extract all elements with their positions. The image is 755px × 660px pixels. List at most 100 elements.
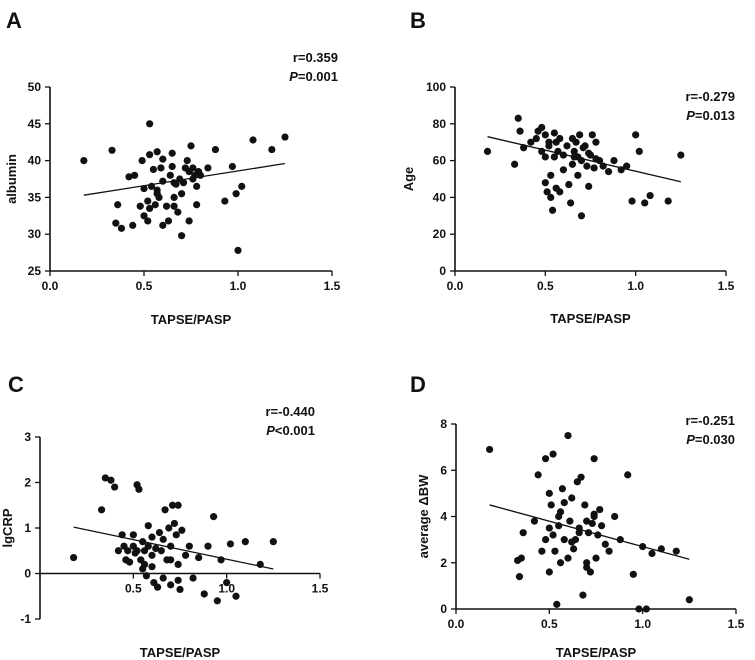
y-tick-label: 80 (433, 117, 447, 131)
data-point (550, 129, 558, 137)
data-point (556, 508, 565, 516)
data-point (623, 162, 631, 170)
data-point (185, 542, 193, 550)
x-tick-label: 1.0 (230, 279, 247, 293)
data-point (517, 554, 525, 562)
data-point (157, 547, 165, 555)
data-point (195, 553, 203, 562)
data-point (232, 190, 240, 198)
data-point (581, 142, 589, 150)
data-point (241, 538, 249, 546)
y-axis-title: average ΔBW (416, 474, 431, 558)
data-point (538, 147, 546, 155)
data-point (170, 193, 178, 201)
panel-d: D 0.0 0.5 1.0 1.5 0 2 4 6 8 TAPSE/PASP average ΔBW r… (410, 372, 745, 660)
data-point (549, 531, 557, 539)
p-label: P (266, 423, 275, 438)
data-point (159, 574, 167, 582)
data-point (152, 544, 160, 553)
data-point (564, 554, 572, 562)
data-point (545, 489, 553, 497)
y-tick-label: 60 (433, 154, 447, 168)
y-tick-label: 40 (433, 190, 447, 204)
data-point (572, 138, 580, 146)
data-point (125, 173, 133, 181)
data-point (129, 531, 137, 539)
data-point (545, 568, 553, 576)
data-point (556, 134, 564, 143)
data-point (217, 556, 225, 564)
data-point (117, 224, 126, 232)
p-value: P<0.001 (266, 423, 315, 438)
p-number: =0.001 (298, 69, 338, 84)
data-point (559, 166, 568, 174)
data-point (226, 540, 234, 548)
data-point (590, 164, 598, 172)
data-point (162, 202, 171, 210)
y-tick-label: 2 (440, 556, 447, 570)
data-point (183, 157, 191, 165)
data-point (172, 180, 180, 188)
p-number: =0.013 (695, 108, 735, 123)
y-tick-label: 3 (24, 430, 31, 444)
y-tick-label: 0 (440, 602, 447, 616)
data-point (519, 529, 527, 537)
x-tick-label: 1.0 (627, 279, 644, 293)
data-point (590, 455, 598, 463)
data-point (511, 160, 519, 168)
data-point (144, 522, 152, 530)
data-point (543, 188, 551, 196)
data-point (527, 138, 535, 146)
data-point (168, 501, 177, 509)
data-point (232, 592, 240, 600)
data-point (144, 197, 152, 205)
data-point (648, 549, 656, 558)
y-tick-label: 1 (24, 521, 31, 535)
data-point (541, 153, 549, 161)
data-point (101, 474, 109, 482)
data-point (547, 501, 555, 509)
y-tick-label: 2 (24, 476, 31, 490)
data-point (534, 471, 542, 479)
data-point (256, 560, 264, 569)
data-point (98, 506, 106, 514)
p-number: =0.030 (695, 432, 735, 447)
x-tick-label: 0.5 (136, 279, 153, 293)
data-point (148, 563, 156, 571)
data-point (550, 153, 558, 161)
data-point (108, 146, 116, 154)
data-point (155, 193, 163, 201)
data-point (118, 531, 126, 539)
data-point (185, 217, 193, 225)
data-point (204, 542, 212, 550)
x-tick-label: 0.5 (537, 279, 554, 293)
data-point (547, 193, 555, 201)
data-point (182, 551, 190, 559)
x-tick-label: 0.0 (447, 279, 464, 293)
data-point (598, 522, 606, 530)
data-point (563, 142, 571, 150)
data-point (144, 217, 152, 225)
data-point (146, 151, 154, 159)
p-value: P=0.013 (686, 108, 735, 123)
data-point (146, 204, 154, 213)
data-point (657, 545, 665, 553)
data-point (70, 553, 78, 562)
panel-c: C 0.5 1.0 1.5 -1 0 1 2 3 TAPSE/PASP lgCRP r=-0.440 P… (0, 372, 329, 660)
data-point (552, 184, 560, 192)
data-point (269, 538, 277, 546)
data-point (281, 133, 289, 141)
data-point (617, 166, 625, 174)
data-point (142, 572, 150, 580)
data-point (157, 164, 165, 172)
data-point (588, 131, 596, 139)
data-point (577, 157, 586, 165)
y-tick-label: -1 (20, 612, 31, 626)
data-point (583, 517, 591, 525)
data-point (590, 510, 598, 518)
data-point (140, 184, 148, 193)
y-tick-label: 50 (28, 80, 42, 94)
data-point (153, 186, 161, 194)
data-point (164, 217, 173, 225)
data-point (579, 591, 587, 599)
